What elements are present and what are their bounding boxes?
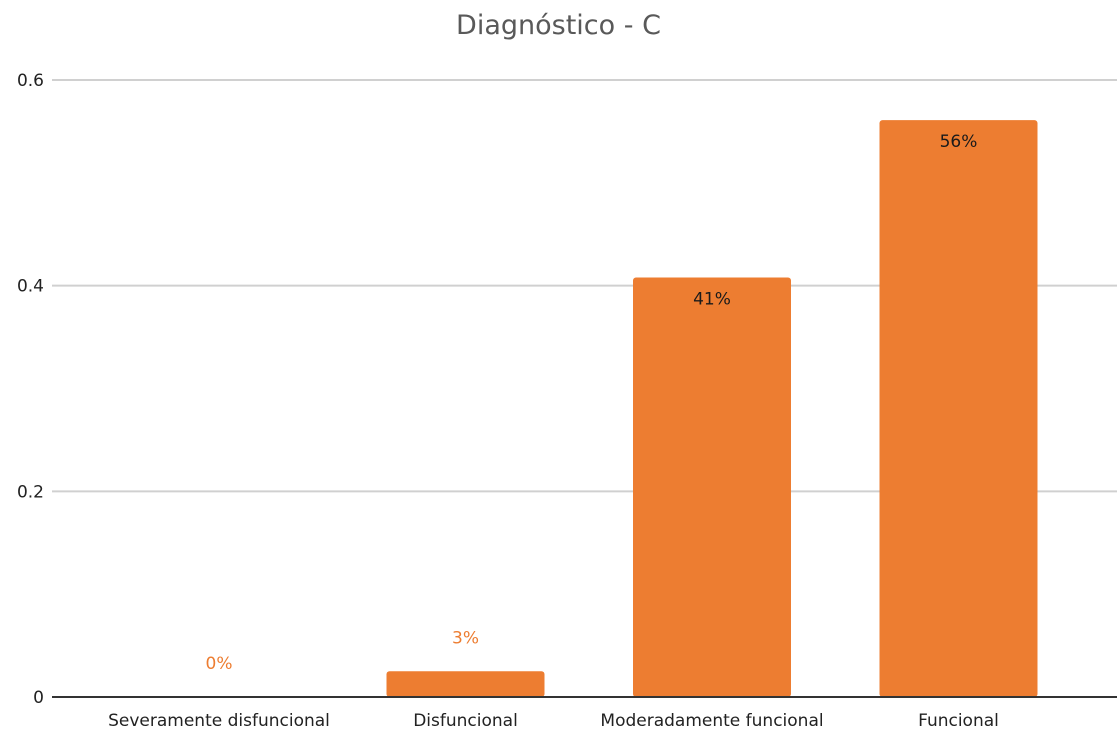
bar: [386, 671, 545, 697]
data-label: 3%: [452, 628, 479, 648]
data-label: 41%: [693, 289, 731, 309]
x-tick-label: Disfuncional: [413, 711, 518, 731]
chart-title: Diagnóstico - C: [456, 10, 661, 41]
y-tick-label: 0.2: [17, 482, 44, 502]
y-tick-label: 0.6: [17, 71, 44, 91]
bar: [879, 120, 1038, 698]
x-tick-label: Moderadamente funcional: [600, 711, 823, 731]
bar: [633, 277, 791, 697]
y-tick-label: 0: [33, 688, 44, 708]
y-tick-label: 0.4: [17, 277, 44, 297]
x-tick-label: Severamente disfuncional: [108, 711, 330, 731]
x-tick-label: Funcional: [918, 711, 999, 731]
data-label: 56%: [940, 132, 978, 152]
data-label: 0%: [206, 654, 233, 674]
